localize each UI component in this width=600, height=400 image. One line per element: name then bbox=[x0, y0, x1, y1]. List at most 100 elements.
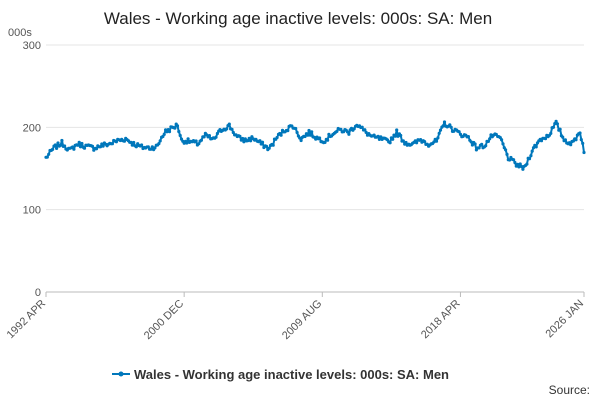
data-point bbox=[347, 132, 351, 136]
data-point bbox=[207, 134, 211, 138]
data-point bbox=[555, 122, 560, 126]
data-point bbox=[529, 154, 533, 158]
data-point bbox=[90, 144, 95, 148]
x-tick-label: 2009 AUG bbox=[280, 298, 324, 342]
data-point bbox=[186, 137, 190, 141]
data-point bbox=[561, 135, 565, 139]
data-point bbox=[436, 136, 440, 140]
data-point bbox=[448, 123, 452, 127]
data-point bbox=[98, 145, 103, 149]
data-point bbox=[558, 127, 562, 131]
data-point bbox=[569, 143, 573, 147]
data-point bbox=[286, 129, 290, 133]
data-point bbox=[77, 140, 81, 144]
data-point bbox=[457, 130, 461, 134]
data-point bbox=[393, 134, 397, 138]
data-point bbox=[441, 124, 445, 128]
data-point bbox=[294, 126, 298, 131]
data-point bbox=[401, 139, 405, 143]
data-point bbox=[53, 143, 57, 147]
y-tick-label: 300 bbox=[23, 40, 41, 52]
data-point bbox=[249, 139, 253, 143]
data-point bbox=[175, 124, 180, 128]
x-axis-ticks: 1992 APR 2000 DEC 2009 AUG 2018 APR 2026 JAN bbox=[5, 292, 586, 342]
data-point bbox=[530, 149, 534, 153]
data-point bbox=[364, 130, 368, 134]
data-point bbox=[551, 125, 556, 129]
data-point bbox=[517, 165, 521, 169]
legend[interactable]: Wales - Working age inactive levels: 000… bbox=[112, 367, 449, 382]
data-point bbox=[574, 138, 578, 142]
x-tick-label: 1992 APR bbox=[5, 298, 49, 342]
data-point bbox=[45, 155, 49, 159]
data-point bbox=[423, 140, 427, 144]
data-point bbox=[51, 147, 55, 151]
data-point bbox=[295, 130, 299, 135]
data-point bbox=[432, 140, 436, 144]
data-point bbox=[60, 138, 64, 143]
data-point bbox=[419, 138, 423, 142]
data-point bbox=[391, 137, 395, 141]
data-point bbox=[323, 140, 327, 144]
data-point bbox=[449, 125, 453, 129]
data-point bbox=[404, 140, 408, 145]
data-point bbox=[162, 132, 166, 136]
data-point bbox=[56, 141, 60, 145]
data-point bbox=[158, 139, 162, 143]
data-point bbox=[379, 135, 383, 139]
data-point bbox=[230, 127, 234, 131]
data-point bbox=[47, 152, 51, 156]
data-point bbox=[396, 134, 400, 138]
data-point bbox=[129, 140, 133, 144]
data-point bbox=[470, 143, 474, 147]
data-point bbox=[480, 142, 484, 146]
data-point bbox=[275, 135, 279, 140]
y-tick-label: 0 bbox=[35, 287, 41, 299]
data-point bbox=[80, 141, 84, 146]
data-point bbox=[437, 131, 441, 135]
data-point bbox=[578, 131, 582, 135]
data-point bbox=[525, 162, 529, 166]
data-point bbox=[197, 142, 201, 146]
data-point bbox=[318, 136, 322, 140]
data-point bbox=[110, 142, 114, 146]
data-point bbox=[306, 133, 310, 137]
data-point bbox=[140, 143, 144, 147]
data-point bbox=[94, 147, 99, 151]
data-point bbox=[581, 141, 585, 145]
data-point bbox=[215, 131, 219, 136]
x-tick-label: 2018 APR bbox=[419, 298, 463, 342]
data-point bbox=[438, 128, 443, 132]
data-point bbox=[527, 157, 532, 161]
data-point bbox=[310, 130, 314, 134]
y-axis-unit: 000s bbox=[8, 27, 32, 39]
data-point bbox=[582, 150, 586, 155]
data-point bbox=[241, 136, 245, 141]
data-point bbox=[513, 160, 517, 165]
data-point bbox=[150, 145, 154, 149]
data-point bbox=[549, 131, 553, 135]
data-point bbox=[130, 143, 134, 147]
data-point bbox=[388, 141, 392, 145]
data-point bbox=[339, 127, 343, 131]
data-point bbox=[504, 148, 508, 152]
data-point bbox=[101, 144, 105, 148]
data-point bbox=[149, 147, 153, 151]
y-tick-label: 100 bbox=[23, 205, 41, 217]
grid-lines bbox=[46, 44, 584, 211]
data-point bbox=[76, 143, 80, 147]
data-point bbox=[307, 128, 311, 133]
source-label: Source: bbox=[549, 383, 590, 397]
x-tick-label: 2000 DEC bbox=[142, 298, 186, 342]
data-point bbox=[157, 142, 161, 146]
data-point bbox=[395, 128, 399, 132]
data-point bbox=[376, 134, 380, 138]
data-point bbox=[554, 119, 558, 123]
data-point bbox=[202, 135, 206, 139]
data-point bbox=[543, 137, 548, 141]
data-point bbox=[134, 145, 138, 149]
data-point bbox=[194, 139, 198, 143]
data-point bbox=[72, 147, 76, 151]
data-point bbox=[505, 152, 509, 156]
